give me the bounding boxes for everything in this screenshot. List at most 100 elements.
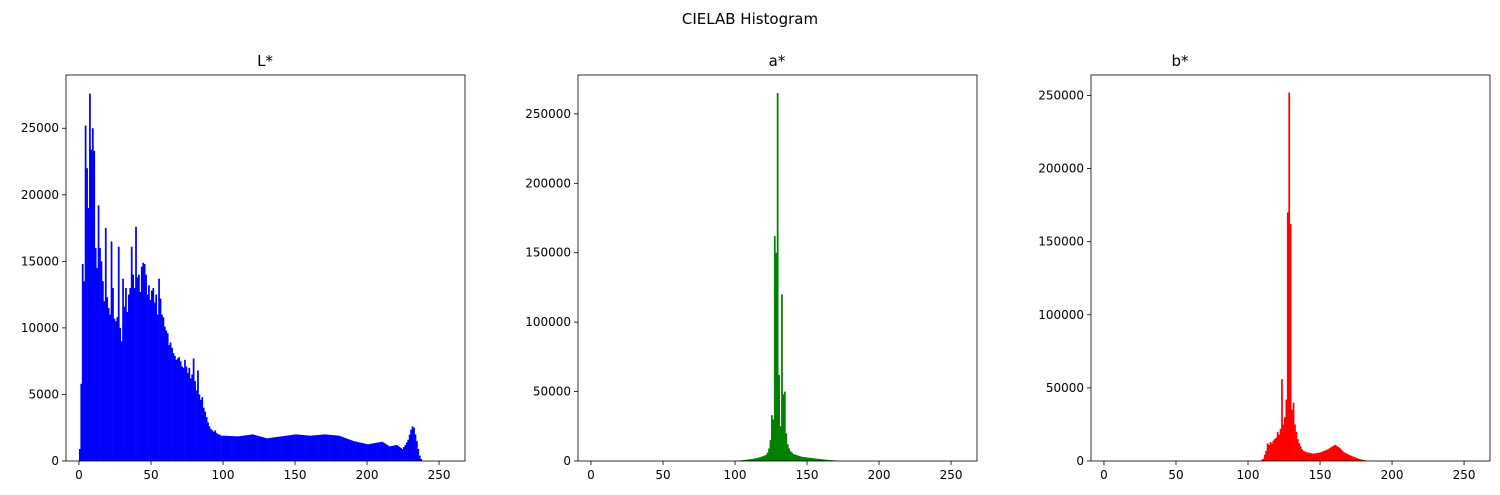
l-star-bar	[130, 246, 133, 461]
b-star-bar	[1292, 402, 1295, 461]
l-star-bar	[276, 436, 279, 461]
b-star-bar	[1281, 379, 1283, 461]
l-star-bar	[361, 443, 364, 461]
b-star-bar	[1308, 452, 1311, 461]
b-star-bar	[1335, 445, 1338, 461]
l-star-bar	[162, 317, 165, 461]
l-star-bar	[240, 435, 243, 461]
a-star-y-tick-label: 250000	[525, 107, 571, 121]
b-star-bar	[1357, 458, 1360, 461]
l-star-histogram-panel: L* 0 50 100 150 200 250 0 5000 10000 15000 20000 25…	[21, 52, 466, 482]
a-star-bar	[795, 454, 798, 461]
l-star-bar	[313, 435, 316, 461]
a-star-bar	[822, 459, 825, 461]
l-star-bar	[305, 435, 307, 461]
a-star-x-tick-label: 50	[655, 468, 670, 482]
l-star-bar	[231, 436, 234, 461]
b-star-bar	[1314, 453, 1317, 461]
l-star-bar	[273, 437, 276, 461]
l-star-bar	[284, 435, 287, 461]
l-star-bar	[407, 439, 410, 461]
b-star-bar	[1325, 449, 1328, 461]
l-star-bar	[168, 345, 171, 461]
a-star-bar	[805, 457, 808, 461]
b-star-bar	[1328, 448, 1331, 461]
l-star-bar	[309, 435, 312, 461]
a-star-bar	[772, 419, 775, 461]
l-star-bar	[120, 341, 123, 461]
l-star-bar	[388, 446, 391, 461]
l-star-bar	[307, 435, 310, 461]
a-star-bar	[792, 454, 795, 461]
l-star-bar	[153, 302, 156, 461]
l-star-bar	[416, 441, 418, 461]
l-star-bar	[159, 298, 162, 461]
a-star-axes-frame	[577, 74, 978, 462]
l-star-bar	[300, 434, 303, 461]
l-star-bar	[368, 444, 371, 461]
a-star-bar	[745, 459, 747, 461]
l-star-bar	[161, 314, 163, 461]
a-star-bar	[788, 448, 791, 461]
a-star-bar	[817, 458, 819, 461]
l-star-x-tick-label: 250	[428, 468, 451, 482]
l-star-bar	[123, 306, 126, 461]
l-star-bar	[198, 394, 201, 461]
l-star-bar	[302, 435, 304, 461]
b-star-bar	[1286, 212, 1289, 461]
b-star-axes-frame	[1090, 74, 1491, 462]
l-star-bar	[148, 285, 150, 461]
b-star-bar	[1361, 459, 1364, 461]
l-star-bar	[391, 445, 394, 461]
l-star-bar	[411, 426, 414, 461]
b-star-bar	[1363, 460, 1365, 461]
l-star-bar	[269, 437, 271, 461]
l-star-bar	[237, 436, 240, 461]
a-star-x-tick-label: 100	[724, 468, 747, 482]
l-star-bar	[417, 449, 420, 461]
b-star-bar	[1296, 439, 1299, 461]
l-star-bar	[106, 297, 109, 461]
a-star-bar	[752, 458, 755, 461]
b-star-x-tick-label: 0	[1100, 468, 1108, 482]
a-star-bar	[815, 458, 818, 461]
l-star-bar	[264, 437, 267, 461]
l-star-bar	[155, 294, 158, 461]
l-star-bar	[358, 442, 361, 461]
l-star-bar	[187, 373, 189, 461]
l-star-bar	[212, 431, 215, 461]
b-star-bar	[1262, 458, 1265, 461]
a-star-x-tick-label: 0	[587, 468, 595, 482]
l-star-bar	[178, 357, 181, 461]
l-star-bar	[414, 434, 417, 461]
a-star-bar	[830, 460, 832, 461]
l-star-bar	[104, 228, 107, 461]
l-star-bar	[127, 294, 130, 461]
l-star-x-tick-label: 0	[75, 468, 83, 482]
a-star-bar	[776, 93, 779, 462]
l-star-x-tick-label: 200	[356, 468, 379, 482]
l-star-bar	[329, 434, 332, 461]
b-star-bar	[1304, 451, 1306, 461]
b-star-bar	[1345, 453, 1348, 461]
l-star-bar	[356, 442, 359, 461]
b-star-bar	[1322, 451, 1325, 461]
a-star-bar	[791, 452, 793, 461]
l-star-bar	[191, 374, 194, 461]
l-star-bar	[227, 435, 230, 461]
a-star-bar	[783, 391, 786, 461]
l-star-bar	[299, 434, 302, 461]
l-star-bar	[230, 436, 232, 461]
l-star-bar	[316, 435, 319, 461]
b-star-bar	[1305, 452, 1308, 461]
a-star-bar	[818, 459, 821, 461]
l-star-bar	[211, 430, 214, 461]
l-star-bar	[189, 378, 192, 461]
l-star-bar	[385, 444, 388, 461]
a-star-x-tick-label: 150	[796, 468, 819, 482]
l-star-bar	[89, 93, 91, 461]
b-star-bar	[1334, 444, 1337, 461]
b-star-bar	[1289, 224, 1292, 461]
l-star-bar	[208, 426, 211, 461]
